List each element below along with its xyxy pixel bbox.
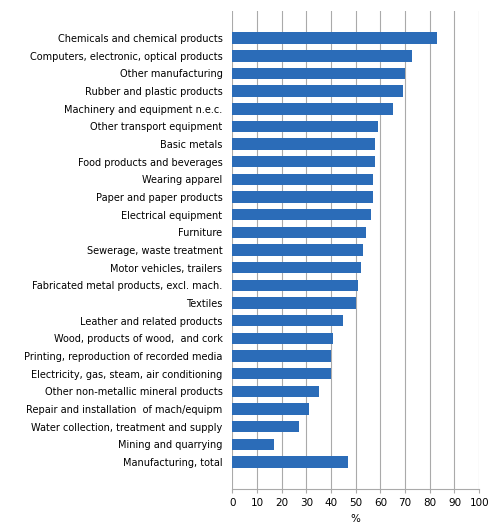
- Bar: [232, 297, 356, 309]
- Bar: [232, 121, 378, 132]
- Bar: [232, 209, 370, 220]
- Bar: [232, 421, 299, 433]
- Bar: [232, 332, 333, 344]
- Bar: [232, 403, 309, 415]
- Bar: [232, 438, 274, 450]
- Bar: [232, 456, 348, 468]
- Bar: [232, 244, 363, 256]
- Bar: [232, 262, 361, 273]
- Bar: [232, 368, 331, 379]
- Bar: [232, 85, 403, 97]
- Bar: [232, 68, 405, 79]
- Bar: [232, 386, 319, 397]
- Bar: [232, 32, 437, 44]
- Bar: [232, 192, 373, 203]
- Bar: [232, 280, 358, 291]
- Bar: [232, 138, 375, 150]
- Bar: [232, 156, 375, 168]
- X-axis label: %: %: [351, 514, 361, 524]
- Bar: [232, 227, 366, 238]
- Bar: [232, 315, 343, 327]
- Bar: [232, 350, 331, 362]
- Bar: [232, 50, 412, 62]
- Bar: [232, 173, 373, 185]
- Bar: [232, 103, 393, 114]
